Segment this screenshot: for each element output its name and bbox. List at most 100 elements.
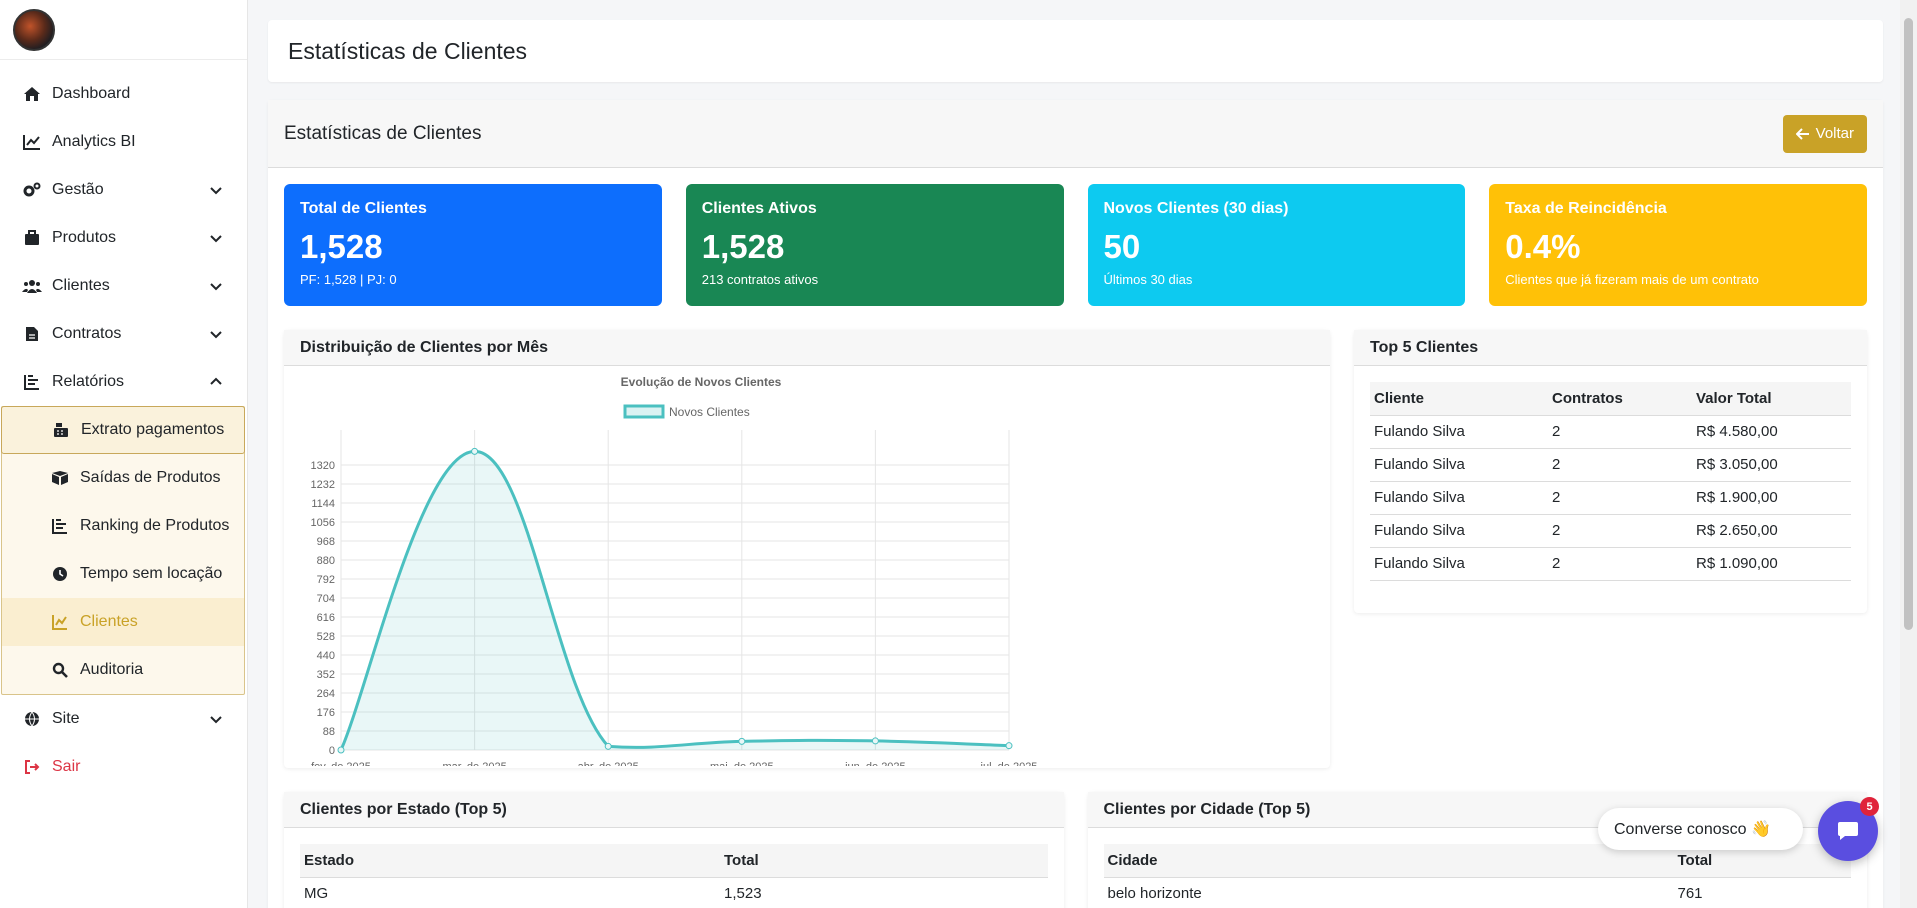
table-row: Fulando Silva 2 R$ 3.050,00	[1369, 448, 1851, 482]
chat-badge: 5	[1860, 797, 1879, 816]
sidebar-item-clientes[interactable]: Clientes	[0, 262, 247, 310]
col-cidade: Cidade	[1103, 844, 1674, 878]
state-table: Estado Total MG 1,523	[300, 844, 1048, 908]
top5-title: Top 5 Clientes	[1353, 330, 1867, 366]
data-point	[738, 737, 746, 745]
box-icon	[22, 228, 42, 248]
top5-panel: Top 5 Clientes Cliente Contratos Valor T…	[1353, 330, 1867, 613]
globe-icon	[22, 709, 42, 729]
y-tick-label: 1320	[311, 460, 335, 472]
chart-bar-icon	[50, 516, 70, 536]
y-tick-label: 880	[317, 555, 335, 567]
boxes-icon	[50, 468, 70, 488]
chevron-down-icon	[210, 283, 222, 291]
sidebar-item-logout[interactable]: Sair	[0, 743, 247, 791]
state-panel: Clientes por Estado (Top 5) Estado Total…	[284, 792, 1064, 908]
table-row: Fulando Silva 2 R$ 2.650,00	[1369, 514, 1851, 548]
cogs-icon	[22, 180, 42, 200]
sidebar-item-analytics[interactable]: Analytics BI	[0, 118, 247, 166]
stat-clientes-ativos: Clientes Ativos 1,528 213 contratos ativ…	[685, 184, 1064, 306]
sidebar-item-relatorios[interactable]: Relatórios	[0, 358, 247, 406]
stat-novos-clientes: Novos Clientes (30 dias) 50 Últimos 30 d…	[1087, 184, 1466, 306]
y-tick-label: 968	[317, 536, 335, 548]
table-row: belo horizonte 761	[1103, 877, 1851, 908]
page-title: Estatísticas de Clientes	[268, 20, 1883, 82]
y-tick-label: 0	[329, 745, 335, 757]
chart-title: Evolução de Novos Clientes	[621, 375, 782, 389]
submenu-item-saidas[interactable]: Saídas de Produtos	[2, 454, 244, 502]
chat-icon	[1838, 822, 1858, 840]
clock-icon	[50, 564, 70, 584]
y-tick-label: 176	[317, 707, 335, 719]
main-content: Estatísticas de Clientes Estatísticas de…	[268, 20, 1883, 908]
submenu-item-auditoria[interactable]: Auditoria	[2, 646, 244, 694]
x-tick-label: jun. de 2025	[844, 761, 906, 766]
sidebar-item-site[interactable]: Site	[0, 695, 247, 743]
submenu-item-extrato[interactable]: Extrato pagamentos	[1, 406, 245, 454]
city-table-wrap: Cidade Total belo horizonte 761	[1088, 828, 1868, 908]
data-point	[337, 746, 345, 754]
y-tick-label: 352	[317, 669, 335, 681]
card-header: Estatísticas de Clientes Voltar	[268, 100, 1883, 168]
state-table-wrap: Estado Total MG 1,523	[284, 828, 1064, 908]
sidebar: Dashboard Analytics BI Gestão Produtos C…	[0, 0, 248, 908]
state-title: Clientes por Estado (Top 5)	[284, 792, 1064, 828]
x-tick-label: jul. de 2025	[980, 761, 1038, 766]
table-row: Fulando Silva 2 R$ 1.900,00	[1369, 481, 1851, 515]
home-icon	[22, 84, 42, 104]
y-tick-label: 704	[317, 593, 335, 605]
chevron-down-icon	[210, 187, 222, 195]
chevron-down-icon	[210, 235, 222, 243]
chart-line-icon	[22, 132, 42, 152]
company-logo[interactable]	[13, 8, 55, 51]
data-point	[1005, 742, 1013, 750]
col-estado: Estado	[300, 844, 720, 878]
col-contratos: Contratos	[1547, 382, 1692, 416]
scrollbar-thumb[interactable]	[1904, 18, 1913, 630]
logo-area	[0, 0, 247, 60]
chat-prompt[interactable]: Converse conosco 👋	[1598, 808, 1803, 850]
chevron-down-icon	[210, 716, 222, 724]
submenu-item-tempo[interactable]: Tempo sem locação	[2, 550, 244, 598]
legend-label: Novos Clientes	[669, 405, 750, 419]
reports-submenu: Extrato pagamentos Saídas de Produtos Ra…	[1, 406, 245, 695]
y-tick-label: 264	[317, 688, 335, 700]
legend-swatch	[623, 404, 665, 419]
table-header-row: Cidade Total	[1103, 844, 1851, 878]
y-tick-label: 528	[317, 631, 335, 643]
back-button[interactable]: Voltar	[1782, 114, 1867, 153]
data-point	[604, 742, 612, 750]
x-tick-label: mar. de 2025	[442, 761, 506, 766]
submenu-item-clientes[interactable]: Clientes	[2, 598, 244, 646]
y-tick-label: 1232	[311, 479, 335, 491]
submenu-item-ranking[interactable]: Ranking de Produtos	[2, 502, 244, 550]
col-cliente: Cliente	[1369, 382, 1548, 416]
x-tick-label: fev. de 2025	[311, 761, 371, 766]
arrow-left-icon	[1795, 127, 1809, 140]
table-row: MG 1,523	[300, 877, 1048, 908]
stats-card: Estatísticas de Clientes Voltar Total de…	[268, 100, 1883, 908]
data-point	[871, 737, 879, 745]
logout-icon	[22, 757, 42, 777]
table-row: Fulando Silva 2 R$ 4.580,00	[1369, 415, 1851, 449]
location-row: Clientes por Estado (Top 5) Estado Total…	[268, 768, 1883, 908]
search-icon	[50, 660, 70, 680]
y-tick-label: 440	[317, 650, 335, 662]
sidebar-item-gestao[interactable]: Gestão	[0, 166, 247, 214]
charts-row: Distribuição de Clientes por Mês Evoluçã…	[268, 306, 1883, 768]
table-header-row: Cliente Contratos Valor Total	[1369, 382, 1851, 416]
col-total: Total	[720, 844, 1048, 878]
table-row: Fulando Silva 2 R$ 1.090,00	[1369, 547, 1851, 581]
sidebar-item-produtos[interactable]: Produtos	[0, 214, 247, 262]
sidebar-item-dashboard[interactable]: Dashboard	[0, 70, 247, 118]
stat-total-clientes: Total de Clientes 1,528 PF: 1,528 | PJ: …	[284, 184, 662, 306]
data-point	[471, 447, 479, 455]
y-tick-label: 1144	[311, 498, 335, 510]
chart-panel-title: Distribuição de Clientes por Mês	[284, 330, 1330, 366]
sidebar-item-contratos[interactable]: Contratos	[0, 310, 247, 358]
chart-bar-icon	[22, 372, 42, 392]
chart-line-icon	[50, 612, 70, 632]
page-scrollbar[interactable]	[1900, 0, 1917, 908]
y-tick-label: 1056	[311, 517, 335, 529]
stats-row: Total de Clientes 1,528 PF: 1,528 | PJ: …	[268, 168, 1883, 306]
